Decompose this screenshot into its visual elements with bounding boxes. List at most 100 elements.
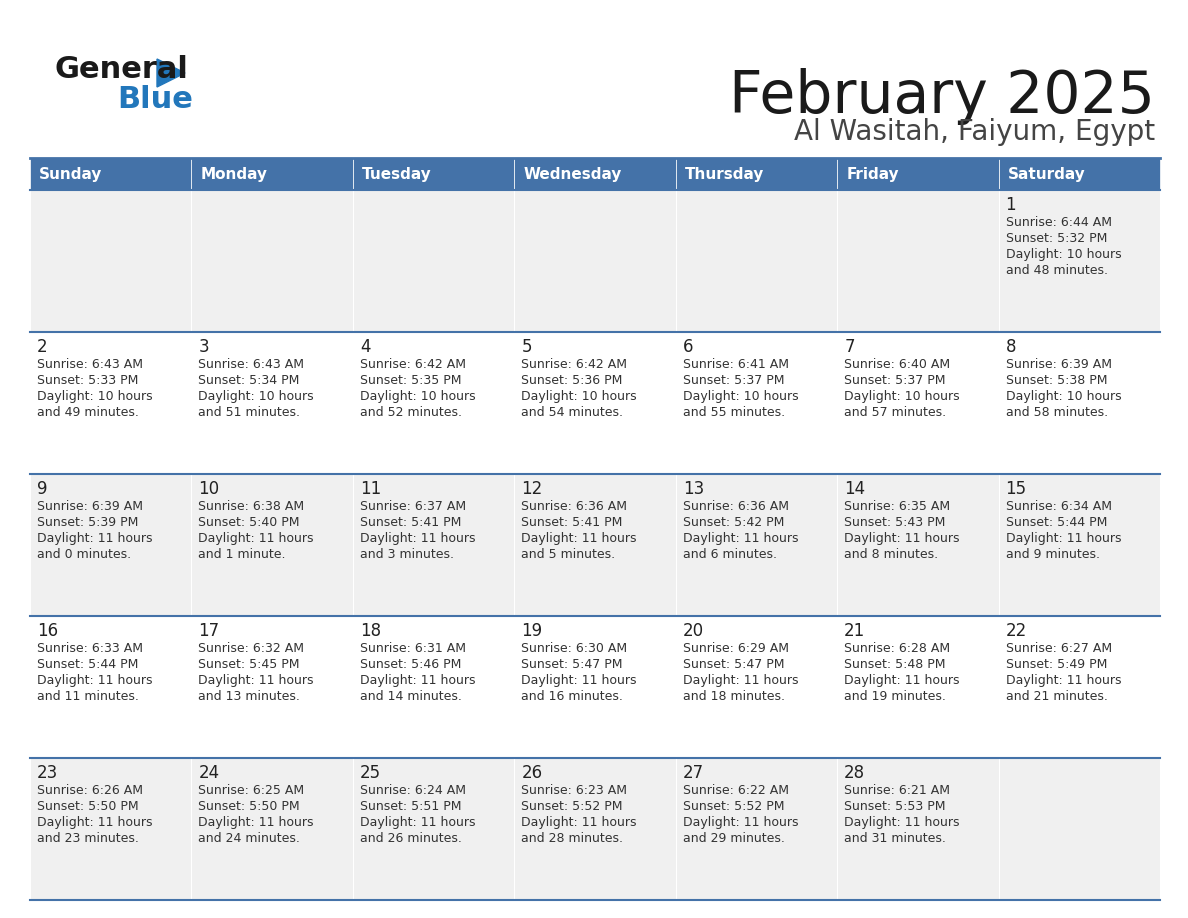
Bar <box>999 474 1159 616</box>
Text: Sunset: 5:32 PM: Sunset: 5:32 PM <box>1005 232 1107 245</box>
Text: Sunrise: 6:38 AM: Sunrise: 6:38 AM <box>198 500 304 513</box>
Text: Daylight: 10 hours: Daylight: 10 hours <box>1005 248 1121 261</box>
Text: Sunrise: 6:44 AM: Sunrise: 6:44 AM <box>1005 216 1112 229</box>
Text: Sunrise: 6:31 AM: Sunrise: 6:31 AM <box>360 642 466 655</box>
Text: and 57 minutes.: and 57 minutes. <box>845 406 947 419</box>
Text: Sunrise: 6:33 AM: Sunrise: 6:33 AM <box>37 642 143 655</box>
Bar <box>514 332 676 474</box>
Text: and 18 minutes.: and 18 minutes. <box>683 690 785 703</box>
Text: 15: 15 <box>1005 480 1026 498</box>
Text: Sunrise: 6:42 AM: Sunrise: 6:42 AM <box>522 358 627 371</box>
Text: and 3 minutes.: and 3 minutes. <box>360 548 454 561</box>
Bar <box>191 332 353 474</box>
Text: Sunset: 5:33 PM: Sunset: 5:33 PM <box>37 374 138 387</box>
Text: and 48 minutes.: and 48 minutes. <box>1005 264 1107 277</box>
Text: Sunrise: 6:37 AM: Sunrise: 6:37 AM <box>360 500 466 513</box>
Text: Daylight: 11 hours: Daylight: 11 hours <box>845 816 960 829</box>
Text: General: General <box>55 55 189 84</box>
Text: 10: 10 <box>198 480 220 498</box>
Text: Sunset: 5:43 PM: Sunset: 5:43 PM <box>845 516 946 529</box>
Bar <box>514 190 676 332</box>
Text: and 58 minutes.: and 58 minutes. <box>1005 406 1107 419</box>
Text: Sunset: 5:49 PM: Sunset: 5:49 PM <box>1005 658 1107 671</box>
Text: and 16 minutes.: and 16 minutes. <box>522 690 624 703</box>
Text: Thursday: Thursday <box>684 166 764 182</box>
Text: and 6 minutes.: and 6 minutes. <box>683 548 777 561</box>
Text: February 2025: February 2025 <box>729 68 1155 125</box>
Bar <box>353 190 514 332</box>
Text: Sunrise: 6:32 AM: Sunrise: 6:32 AM <box>198 642 304 655</box>
Bar <box>191 758 353 900</box>
Text: and 24 minutes.: and 24 minutes. <box>198 832 301 845</box>
Text: Wednesday: Wednesday <box>523 166 621 182</box>
Text: 11: 11 <box>360 480 381 498</box>
Text: 22: 22 <box>1005 622 1026 640</box>
Text: Sunset: 5:37 PM: Sunset: 5:37 PM <box>683 374 784 387</box>
Bar <box>838 158 999 190</box>
Text: Sunset: 5:34 PM: Sunset: 5:34 PM <box>198 374 299 387</box>
Text: Daylight: 11 hours: Daylight: 11 hours <box>360 816 475 829</box>
Text: 24: 24 <box>198 764 220 782</box>
Bar <box>838 616 999 758</box>
Text: and 52 minutes.: and 52 minutes. <box>360 406 462 419</box>
Bar <box>353 758 514 900</box>
Text: 12: 12 <box>522 480 543 498</box>
Text: 9: 9 <box>37 480 48 498</box>
Bar <box>838 190 999 332</box>
Text: Daylight: 11 hours: Daylight: 11 hours <box>522 674 637 687</box>
Text: Daylight: 11 hours: Daylight: 11 hours <box>198 532 314 545</box>
Bar <box>676 758 838 900</box>
Text: Sunset: 5:38 PM: Sunset: 5:38 PM <box>1005 374 1107 387</box>
Bar <box>999 190 1159 332</box>
Text: Daylight: 10 hours: Daylight: 10 hours <box>1005 390 1121 403</box>
Text: and 14 minutes.: and 14 minutes. <box>360 690 462 703</box>
Text: Daylight: 11 hours: Daylight: 11 hours <box>198 816 314 829</box>
Bar <box>999 758 1159 900</box>
Text: and 8 minutes.: and 8 minutes. <box>845 548 939 561</box>
Text: and 54 minutes.: and 54 minutes. <box>522 406 624 419</box>
Text: and 31 minutes.: and 31 minutes. <box>845 832 946 845</box>
Bar <box>191 474 353 616</box>
Text: and 19 minutes.: and 19 minutes. <box>845 690 946 703</box>
Bar <box>999 158 1159 190</box>
Text: 17: 17 <box>198 622 220 640</box>
Text: Sunrise: 6:43 AM: Sunrise: 6:43 AM <box>198 358 304 371</box>
Text: Sunset: 5:37 PM: Sunset: 5:37 PM <box>845 374 946 387</box>
Text: Sunset: 5:45 PM: Sunset: 5:45 PM <box>198 658 299 671</box>
Text: Sunset: 5:47 PM: Sunset: 5:47 PM <box>522 658 623 671</box>
Text: Sunrise: 6:40 AM: Sunrise: 6:40 AM <box>845 358 950 371</box>
Bar <box>353 616 514 758</box>
Text: Daylight: 11 hours: Daylight: 11 hours <box>198 674 314 687</box>
Text: Daylight: 10 hours: Daylight: 10 hours <box>198 390 314 403</box>
Bar <box>676 474 838 616</box>
Text: Daylight: 10 hours: Daylight: 10 hours <box>360 390 475 403</box>
Text: and 5 minutes.: and 5 minutes. <box>522 548 615 561</box>
Text: Friday: Friday <box>846 166 899 182</box>
Bar <box>191 158 353 190</box>
Text: 14: 14 <box>845 480 865 498</box>
Text: Daylight: 11 hours: Daylight: 11 hours <box>37 532 152 545</box>
Text: and 13 minutes.: and 13 minutes. <box>198 690 301 703</box>
Text: 5: 5 <box>522 338 532 356</box>
Text: 18: 18 <box>360 622 381 640</box>
Text: Sunrise: 6:23 AM: Sunrise: 6:23 AM <box>522 784 627 797</box>
Text: Sunrise: 6:42 AM: Sunrise: 6:42 AM <box>360 358 466 371</box>
Text: Sunset: 5:46 PM: Sunset: 5:46 PM <box>360 658 461 671</box>
Text: Sunset: 5:52 PM: Sunset: 5:52 PM <box>683 800 784 813</box>
Text: Sunset: 5:42 PM: Sunset: 5:42 PM <box>683 516 784 529</box>
Text: Sunrise: 6:24 AM: Sunrise: 6:24 AM <box>360 784 466 797</box>
Text: Sunset: 5:39 PM: Sunset: 5:39 PM <box>37 516 138 529</box>
Text: Sunset: 5:51 PM: Sunset: 5:51 PM <box>360 800 461 813</box>
Text: Daylight: 11 hours: Daylight: 11 hours <box>37 816 152 829</box>
Text: Sunset: 5:41 PM: Sunset: 5:41 PM <box>360 516 461 529</box>
Polygon shape <box>157 59 185 87</box>
Text: 16: 16 <box>37 622 58 640</box>
Bar <box>30 190 191 332</box>
Text: Daylight: 11 hours: Daylight: 11 hours <box>360 532 475 545</box>
Text: Sunset: 5:47 PM: Sunset: 5:47 PM <box>683 658 784 671</box>
Text: Sunrise: 6:22 AM: Sunrise: 6:22 AM <box>683 784 789 797</box>
Text: 2: 2 <box>37 338 48 356</box>
Text: Sunset: 5:50 PM: Sunset: 5:50 PM <box>198 800 301 813</box>
Text: Daylight: 11 hours: Daylight: 11 hours <box>522 816 637 829</box>
Text: Sunrise: 6:26 AM: Sunrise: 6:26 AM <box>37 784 143 797</box>
